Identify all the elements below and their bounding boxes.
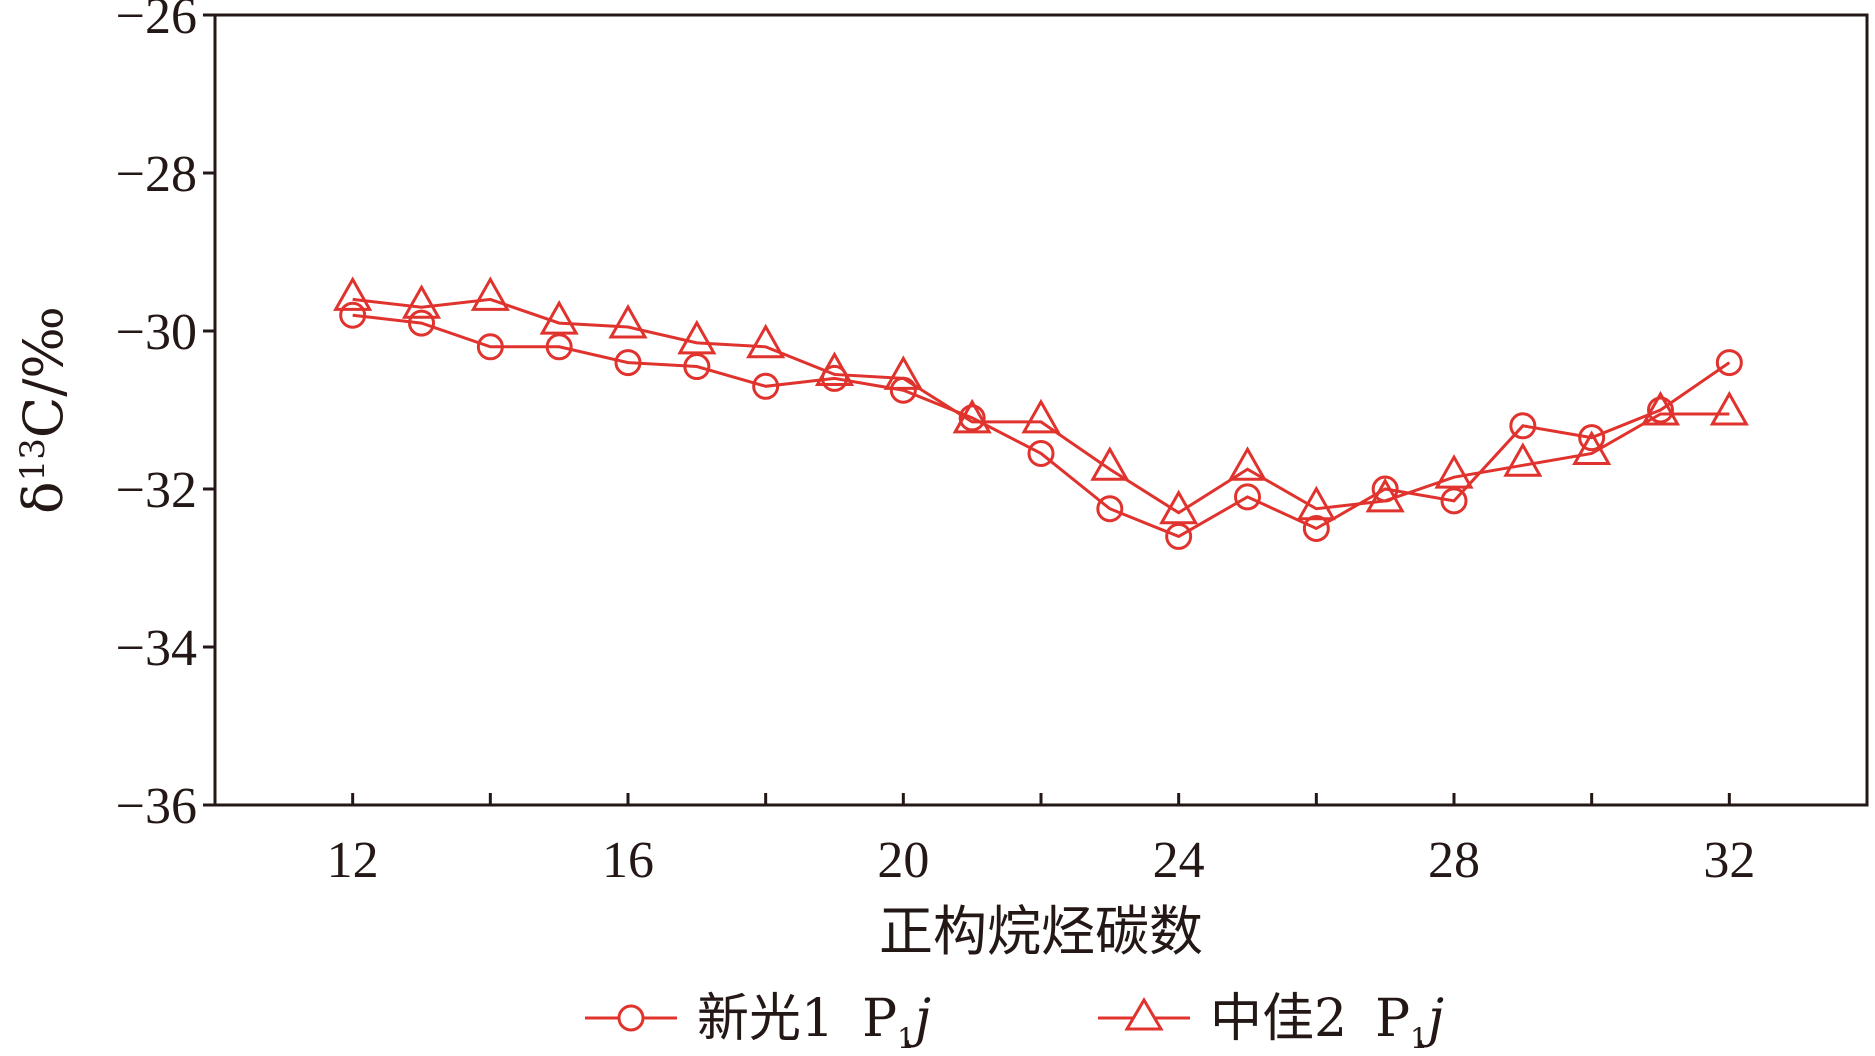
x-axis-title: 正构烷烃碳数 bbox=[879, 900, 1203, 963]
legend-well-1: 新光1 bbox=[697, 989, 834, 1049]
legend-well-2: 中佳2 bbox=[1210, 989, 1347, 1049]
data-point-triangle bbox=[470, 276, 510, 311]
data-point-circle bbox=[958, 404, 986, 432]
data-point-triangle bbox=[814, 351, 855, 386]
data-point-circle bbox=[752, 372, 780, 400]
data-point-triangle bbox=[1640, 390, 1681, 426]
data-point-circle bbox=[1578, 424, 1606, 452]
data-point-triangle bbox=[1227, 446, 1268, 481]
y-tick-label: −28 bbox=[116, 146, 197, 203]
legend-label-series-1: 新光1 P1j bbox=[697, 989, 931, 1055]
data-point-triangle bbox=[883, 355, 923, 390]
y-axis: −36 −34 −32 −30 −28 −26 bbox=[116, 0, 215, 835]
series-1 bbox=[339, 301, 1743, 550]
legend-p-2: P bbox=[1375, 989, 1410, 1049]
series-line bbox=[352, 297, 1730, 515]
data-point-triangle bbox=[746, 323, 786, 359]
data-point-circle bbox=[476, 333, 504, 361]
legend-marker-circle bbox=[617, 1004, 645, 1032]
y-tick-label: −30 bbox=[116, 304, 197, 361]
series-layer bbox=[333, 276, 1749, 550]
data-point-triangle bbox=[1709, 390, 1749, 426]
data-point-triangle bbox=[539, 300, 579, 335]
data-point-triangle bbox=[1090, 446, 1130, 481]
legend: 新光1 P1j 中佳2 P1j bbox=[585, 989, 1444, 1055]
data-point-circle bbox=[1165, 522, 1193, 550]
y-axis-title-sup: 13 bbox=[13, 438, 53, 481]
x-tick-label: 24 bbox=[1153, 832, 1205, 889]
data-point-circle bbox=[1027, 439, 1055, 467]
legend-sub-1: 1 bbox=[897, 1022, 915, 1055]
y-axis-title-rest: C/‰ bbox=[12, 306, 75, 438]
data-point-triangle bbox=[333, 276, 373, 311]
data-point-circle bbox=[545, 333, 573, 361]
y-tick-label: −26 bbox=[116, 0, 197, 45]
y-tick-label: −34 bbox=[116, 620, 197, 677]
x-tick-label: 20 bbox=[877, 832, 929, 889]
data-point-triangle bbox=[401, 284, 442, 319]
legend-p-1: P bbox=[862, 989, 897, 1049]
data-point-circle bbox=[614, 349, 642, 377]
y-tick-label: −32 bbox=[116, 462, 197, 519]
legend-item-series-2: 中佳2 P1j bbox=[1098, 989, 1444, 1055]
data-point-circle bbox=[1096, 495, 1124, 523]
legend-label-series-2: 中佳2 P1j bbox=[1210, 989, 1444, 1055]
plot-frame bbox=[213, 13, 1869, 807]
legend-marker-triangle bbox=[1124, 997, 1164, 1031]
data-point-triangle bbox=[677, 319, 717, 355]
y-tick-label: −36 bbox=[116, 778, 197, 835]
data-point-circle bbox=[1509, 412, 1537, 440]
data-point-triangle bbox=[1503, 442, 1543, 477]
data-point-triangle bbox=[952, 398, 992, 434]
data-point-circle bbox=[1234, 483, 1261, 511]
series-line bbox=[352, 313, 1731, 539]
series-2 bbox=[333, 276, 1749, 525]
data-point-circle bbox=[408, 309, 435, 337]
x-tick-label: 28 bbox=[1428, 832, 1480, 889]
data-point-triangle bbox=[1159, 489, 1199, 525]
data-point-triangle bbox=[1365, 477, 1405, 513]
legend-item-series-1: 新光1 P1j bbox=[585, 989, 931, 1055]
y-axis-title: δ13C/‰ bbox=[12, 306, 75, 514]
data-point-triangle bbox=[1434, 454, 1474, 489]
data-point-circle bbox=[683, 353, 711, 381]
data-point-circle bbox=[1647, 396, 1674, 424]
data-point-circle bbox=[1715, 349, 1743, 377]
data-point-circle bbox=[339, 301, 367, 329]
data-point-triangle bbox=[1296, 485, 1336, 521]
y-axis-title-delta: δ bbox=[12, 481, 75, 514]
x-tick-label: 16 bbox=[602, 832, 654, 889]
data-point-circle bbox=[1302, 515, 1330, 542]
data-point-circle bbox=[1440, 487, 1468, 515]
legend-sub-2: 1 bbox=[1410, 1022, 1428, 1055]
data-point-triangle bbox=[608, 304, 648, 339]
x-tick-label: 12 bbox=[327, 832, 379, 889]
x-tick-label: 32 bbox=[1703, 832, 1755, 889]
x-axis: 12 16 20 24 28 32 bbox=[327, 793, 1755, 889]
data-point-triangle bbox=[1572, 430, 1612, 465]
data-point-triangle bbox=[1021, 398, 1061, 434]
